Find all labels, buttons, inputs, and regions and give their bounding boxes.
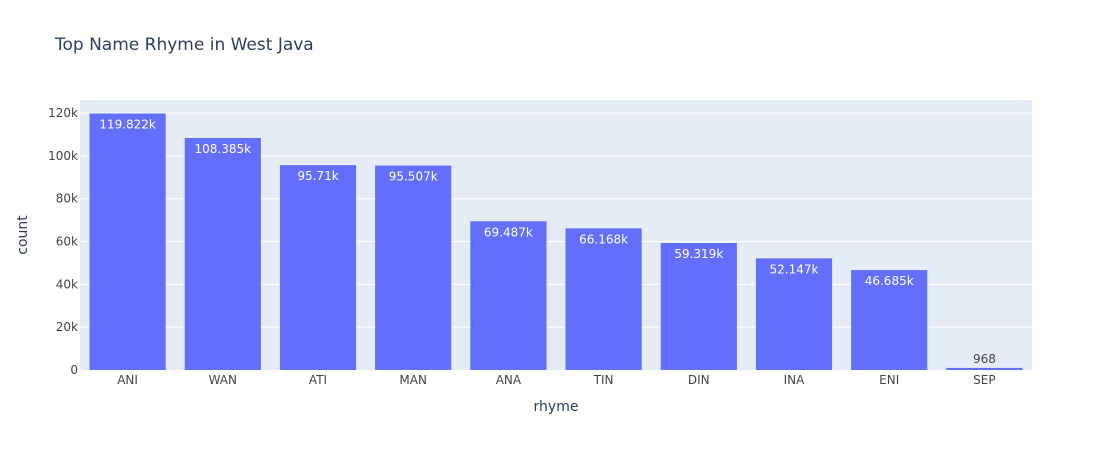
x-tick-label-ana: ANA <box>496 373 522 387</box>
x-tick-label-wan: WAN <box>209 373 237 387</box>
x-axis-ticks: ANI WAN ATI MAN ANA TIN DIN INA ENI SEP <box>117 373 995 387</box>
chart-title: Top Name Rhyme in West Java <box>54 35 314 55</box>
y-tick-label: 60k <box>56 235 78 249</box>
y-tick-label: 80k <box>56 192 78 206</box>
y-axis-ticks: 0 20k 40k 60k 80k 100k 120k <box>48 106 78 377</box>
data-label-eni: 46.685k <box>865 274 914 288</box>
x-tick-label-ani: ANI <box>117 373 138 387</box>
data-label-ana: 69.487k <box>484 225 533 239</box>
bar-ana[interactable] <box>470 221 547 370</box>
bar-man[interactable] <box>375 165 452 370</box>
y-tick-label: 120k <box>48 106 78 120</box>
y-tick-label: 100k <box>48 149 78 163</box>
bars <box>89 113 1023 370</box>
data-label-tin: 66.168k <box>579 232 628 246</box>
bar-ani[interactable] <box>89 113 166 370</box>
y-axis-label: count <box>15 215 31 255</box>
bar-sep[interactable] <box>946 367 1023 370</box>
data-label-sep: 968 <box>973 352 996 366</box>
bar-eni[interactable] <box>851 270 928 370</box>
bar-din[interactable] <box>660 243 737 370</box>
x-tick-label-tin: TIN <box>593 373 614 387</box>
y-tick-label: 0 <box>70 363 78 377</box>
x-tick-label-man: MAN <box>399 373 427 387</box>
bar-wan[interactable] <box>184 137 261 370</box>
x-tick-label-sep: SEP <box>973 373 995 387</box>
x-tick-label-ina: INA <box>784 373 806 387</box>
data-labels: 119.822k 108.385k 95.71k 95.507k 69.487k 66.1… <box>99 117 996 365</box>
data-label-man: 95.507k <box>389 170 438 184</box>
data-label-din: 59.319k <box>674 247 723 261</box>
bar-tin[interactable] <box>565 228 642 370</box>
data-label-ati: 95.71k <box>297 169 338 183</box>
x-tick-label-eni: ENI <box>879 373 899 387</box>
x-axis-label: rhyme <box>534 399 579 415</box>
bar-ati[interactable] <box>279 165 357 370</box>
x-tick-label-din: DIN <box>688 373 710 387</box>
data-label-ina: 52.147k <box>770 262 819 276</box>
bar-ina[interactable] <box>755 258 833 370</box>
x-tick-label-ati: ATI <box>309 373 327 387</box>
y-tick-label: 20k <box>56 320 78 334</box>
data-label-wan: 108.385k <box>195 142 252 156</box>
data-label-ani: 119.822k <box>99 117 156 131</box>
y-tick-label: 40k <box>56 277 78 291</box>
